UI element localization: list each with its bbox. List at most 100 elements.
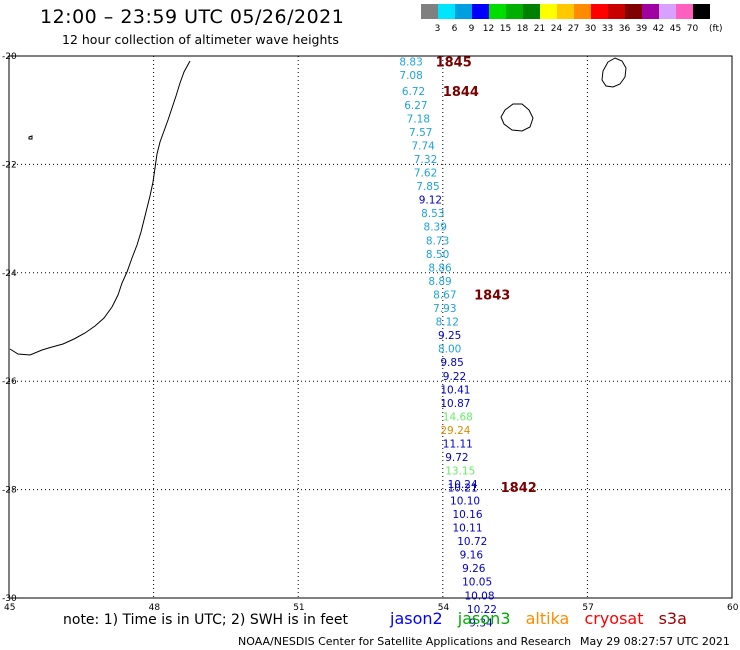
wave-height-value: 14.68 [443,411,473,423]
color-scale-label: 36 [618,24,631,34]
color-scale-label: 6 [451,24,458,34]
legend-altika: altika [525,609,570,628]
color-scale-label: 30 [584,24,597,34]
color-scale-label: 9 [468,24,475,34]
latitude-tick-label: -28 [2,486,17,496]
color-swatch [421,4,438,19]
wave-height-value: 9.25 [438,330,461,342]
pass-time-label: 1842 [501,481,537,496]
color-swatch [489,4,506,19]
pass-time-label: 1845 [436,55,472,70]
color-swatch [625,4,642,19]
color-swatch [455,4,472,19]
wave-height-value: 8.39 [424,222,447,234]
longitude-tick-label: 48 [149,603,161,613]
latitude-tick-label: -22 [2,160,17,170]
latitude-tick-label: -26 [2,377,17,387]
wave-height-value: 10.05 [462,577,492,589]
note-text: note: 1) Time is in UTC; 2) SWH is in fe… [63,612,349,628]
pass-time-label: 1843 [474,288,510,303]
color-scale-label: 70 [686,24,699,34]
map-frame [8,55,733,599]
color-swatch [506,4,523,19]
coastlines [9,57,627,356]
reunion-island [500,103,534,132]
wave-height-value: 8.89 [428,276,451,288]
pass-time-label: 1844 [443,85,479,100]
credit-text: NOAA/NESDIS Center for Satellite Applica… [238,635,572,648]
color-scale-label: 45 [669,24,682,34]
latitude-tick-label: -30 [2,594,17,604]
wave-height-value: 8.53 [421,208,444,220]
color-scale-label: 39 [635,24,648,34]
wave-height-value: 10.08 [464,590,494,602]
wave-height-value: 9.85 [440,357,463,369]
color-scale-label: 3 [434,24,441,34]
wave-height-value: 9.34 [469,617,493,629]
page-subtitle: 12 hour collection of altimeter wave hei… [62,32,339,47]
color-swatch [659,4,676,19]
latitude-tick-label: -20 [2,52,17,62]
wave-height-value: 7.32 [414,154,437,166]
wave-height-value: 10.11 [452,523,482,535]
color-scale-label: 24 [550,24,563,34]
wave-height-value: 8.83 [399,56,422,68]
color-swatch [642,4,659,19]
color-swatch [574,4,591,19]
wave-height-value: 9.22 [443,371,466,383]
wave-height-value: 8.86 [428,262,452,274]
legend-jason2: jason2 [390,609,443,628]
wave-height-value: 10.87 [440,398,470,410]
color-scale-label: 42 [652,24,665,34]
wave-height-value: 10.72 [457,536,487,548]
wave-height-value: 9.16 [460,550,484,562]
wave-height-value: 7.08 [399,70,422,82]
color-swatch [438,4,455,19]
pass-time-labels: 1845 1844 1843 1842 [436,55,537,495]
longitude-tick-label: 51 [293,603,304,613]
legend-jason3: jason3 [457,609,511,628]
wave-height-value: 8.50 [426,249,449,261]
lat-lon-grid [8,55,733,599]
altimeter-track: 8.83 7.08 6.72 6.277.18 7.577.74 7.32 7.627.85… [399,56,497,629]
color-scale-label: 33 [601,24,614,34]
wave-height-value: 8.12 [436,317,459,329]
wave-height-value: 10.10 [450,495,480,507]
satellite-legend: jason2 jason3 altika cryosat s3a [390,609,697,628]
longitude-tick-label: 60 [727,603,739,613]
wave-height-value: 10.41 [440,384,470,396]
color-swatch [676,4,693,19]
longitude-tick-label: 45 [4,603,15,613]
madagascar-coastline [9,60,191,356]
color-scale-label: 15 [499,24,512,34]
wave-height-value: 7.18 [407,113,430,125]
wave-height-value: 8.00 [438,344,461,356]
wave-height-value: 29.24 [440,425,470,437]
legend-s3a: s3a [658,609,687,628]
color-scale-label: 12 [482,24,495,34]
page-title: 12:00 – 23:59 UTC 05/26/2021 [40,6,345,28]
color-swatch [591,4,608,19]
generated-timestamp: May 29 08:27:57 UTC 2021 [580,635,730,648]
wave-height-value: 9.12 [419,195,442,207]
color-swatch [608,4,625,19]
wave-height-value: 10.21 [448,482,478,494]
wave-height-value: 7.62 [414,168,437,180]
longitude-tick-label: 57 [582,603,593,613]
color-swatch [693,4,710,19]
color-scale-unit: (ft) [709,24,723,34]
wave-height-value: 6.27 [404,100,427,112]
wave-height-value: 7.85 [416,181,439,193]
wave-height-value: 13.15 [445,466,475,478]
mauritius-island [601,57,627,88]
wave-height-value: 10.22 [467,604,497,616]
wave-height-value: 6.72 [402,86,425,98]
legend-cryosat: cryosat [584,609,644,628]
wave-height-value: 8.67 [433,289,456,301]
madagascar-islet [28,135,33,140]
color-swatch [557,4,574,19]
wave-height-value: 10.24 [448,479,478,491]
wave-height-value: 7.57 [409,127,432,139]
